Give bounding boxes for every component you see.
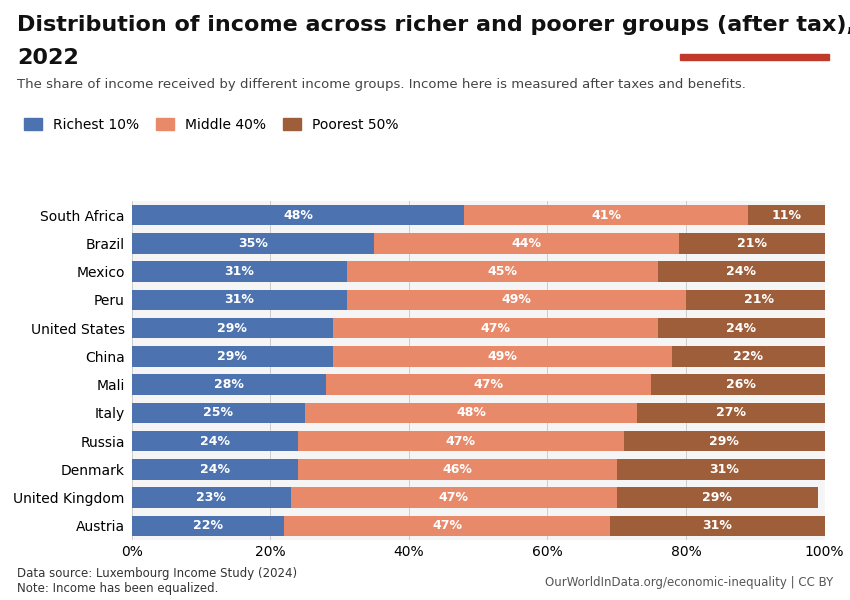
Bar: [132, 290, 347, 310]
Bar: [298, 459, 616, 479]
Bar: [132, 516, 284, 536]
Text: OurWorldInData.org/economic-inequality | CC BY: OurWorldInData.org/economic-inequality |…: [545, 576, 833, 589]
Bar: [132, 346, 332, 367]
Bar: [132, 233, 374, 254]
Text: 11%: 11%: [772, 209, 802, 221]
Bar: [132, 262, 347, 282]
Bar: [332, 318, 658, 338]
Bar: [651, 374, 831, 395]
Bar: [624, 431, 824, 451]
Bar: [672, 346, 824, 367]
Legend: Richest 10%, Middle 40%, Poorest 50%: Richest 10%, Middle 40%, Poorest 50%: [24, 118, 399, 132]
Bar: [658, 318, 824, 338]
Text: 47%: 47%: [473, 378, 503, 391]
Bar: [132, 205, 464, 225]
Bar: [132, 318, 332, 338]
Bar: [326, 374, 651, 395]
Text: 47%: 47%: [432, 520, 462, 532]
Text: 31%: 31%: [702, 520, 732, 532]
Bar: [680, 53, 829, 60]
Text: 48%: 48%: [456, 406, 486, 419]
Text: 46%: 46%: [442, 463, 473, 476]
Text: 29%: 29%: [218, 350, 247, 363]
Text: 48%: 48%: [283, 209, 313, 221]
Bar: [332, 346, 672, 367]
Text: 47%: 47%: [445, 434, 476, 448]
Text: The share of income received by different income groups. Income here is measured: The share of income received by differen…: [17, 78, 746, 91]
Text: 35%: 35%: [238, 237, 268, 250]
Bar: [347, 290, 686, 310]
Bar: [347, 262, 658, 282]
Text: 2022: 2022: [17, 48, 79, 68]
Text: 27%: 27%: [716, 406, 746, 419]
Text: 45%: 45%: [487, 265, 518, 278]
Text: 31%: 31%: [224, 293, 254, 307]
Bar: [132, 403, 305, 423]
Text: 22%: 22%: [193, 520, 223, 532]
Text: Our World
in Data: Our World in Data: [717, 16, 792, 45]
Bar: [132, 374, 326, 395]
Text: 49%: 49%: [502, 293, 531, 307]
Text: Distribution of income across richer and poorer groups (after tax),: Distribution of income across richer and…: [17, 15, 850, 35]
Bar: [298, 431, 624, 451]
Text: 47%: 47%: [480, 322, 511, 335]
Text: 21%: 21%: [744, 293, 774, 307]
Bar: [616, 487, 818, 508]
Bar: [748, 205, 824, 225]
Bar: [291, 487, 616, 508]
Text: 49%: 49%: [487, 350, 518, 363]
Text: 26%: 26%: [727, 378, 756, 391]
Bar: [658, 262, 824, 282]
Text: 29%: 29%: [709, 434, 739, 448]
Text: 24%: 24%: [727, 265, 756, 278]
Bar: [305, 403, 638, 423]
Bar: [679, 233, 824, 254]
Bar: [284, 516, 609, 536]
Text: Data source: Luxembourg Income Study (2024): Data source: Luxembourg Income Study (20…: [17, 567, 297, 580]
Bar: [132, 487, 291, 508]
Bar: [132, 459, 298, 479]
Bar: [609, 516, 824, 536]
Text: 47%: 47%: [439, 491, 469, 504]
Text: 24%: 24%: [200, 463, 230, 476]
Text: 41%: 41%: [592, 209, 621, 221]
Text: 29%: 29%: [702, 491, 732, 504]
Text: 24%: 24%: [200, 434, 230, 448]
Bar: [616, 459, 831, 479]
Text: 22%: 22%: [734, 350, 763, 363]
Text: 28%: 28%: [214, 378, 244, 391]
Text: 21%: 21%: [737, 237, 767, 250]
Text: 29%: 29%: [218, 322, 247, 335]
Text: Note: Income has been equalized.: Note: Income has been equalized.: [17, 582, 218, 595]
Bar: [686, 290, 831, 310]
Text: 23%: 23%: [196, 491, 226, 504]
Text: 44%: 44%: [512, 237, 541, 250]
Text: 24%: 24%: [727, 322, 756, 335]
Bar: [464, 205, 748, 225]
Bar: [638, 403, 824, 423]
Text: 31%: 31%: [224, 265, 254, 278]
Text: 31%: 31%: [709, 463, 739, 476]
Bar: [132, 431, 298, 451]
Text: 25%: 25%: [203, 406, 234, 419]
Bar: [374, 233, 679, 254]
